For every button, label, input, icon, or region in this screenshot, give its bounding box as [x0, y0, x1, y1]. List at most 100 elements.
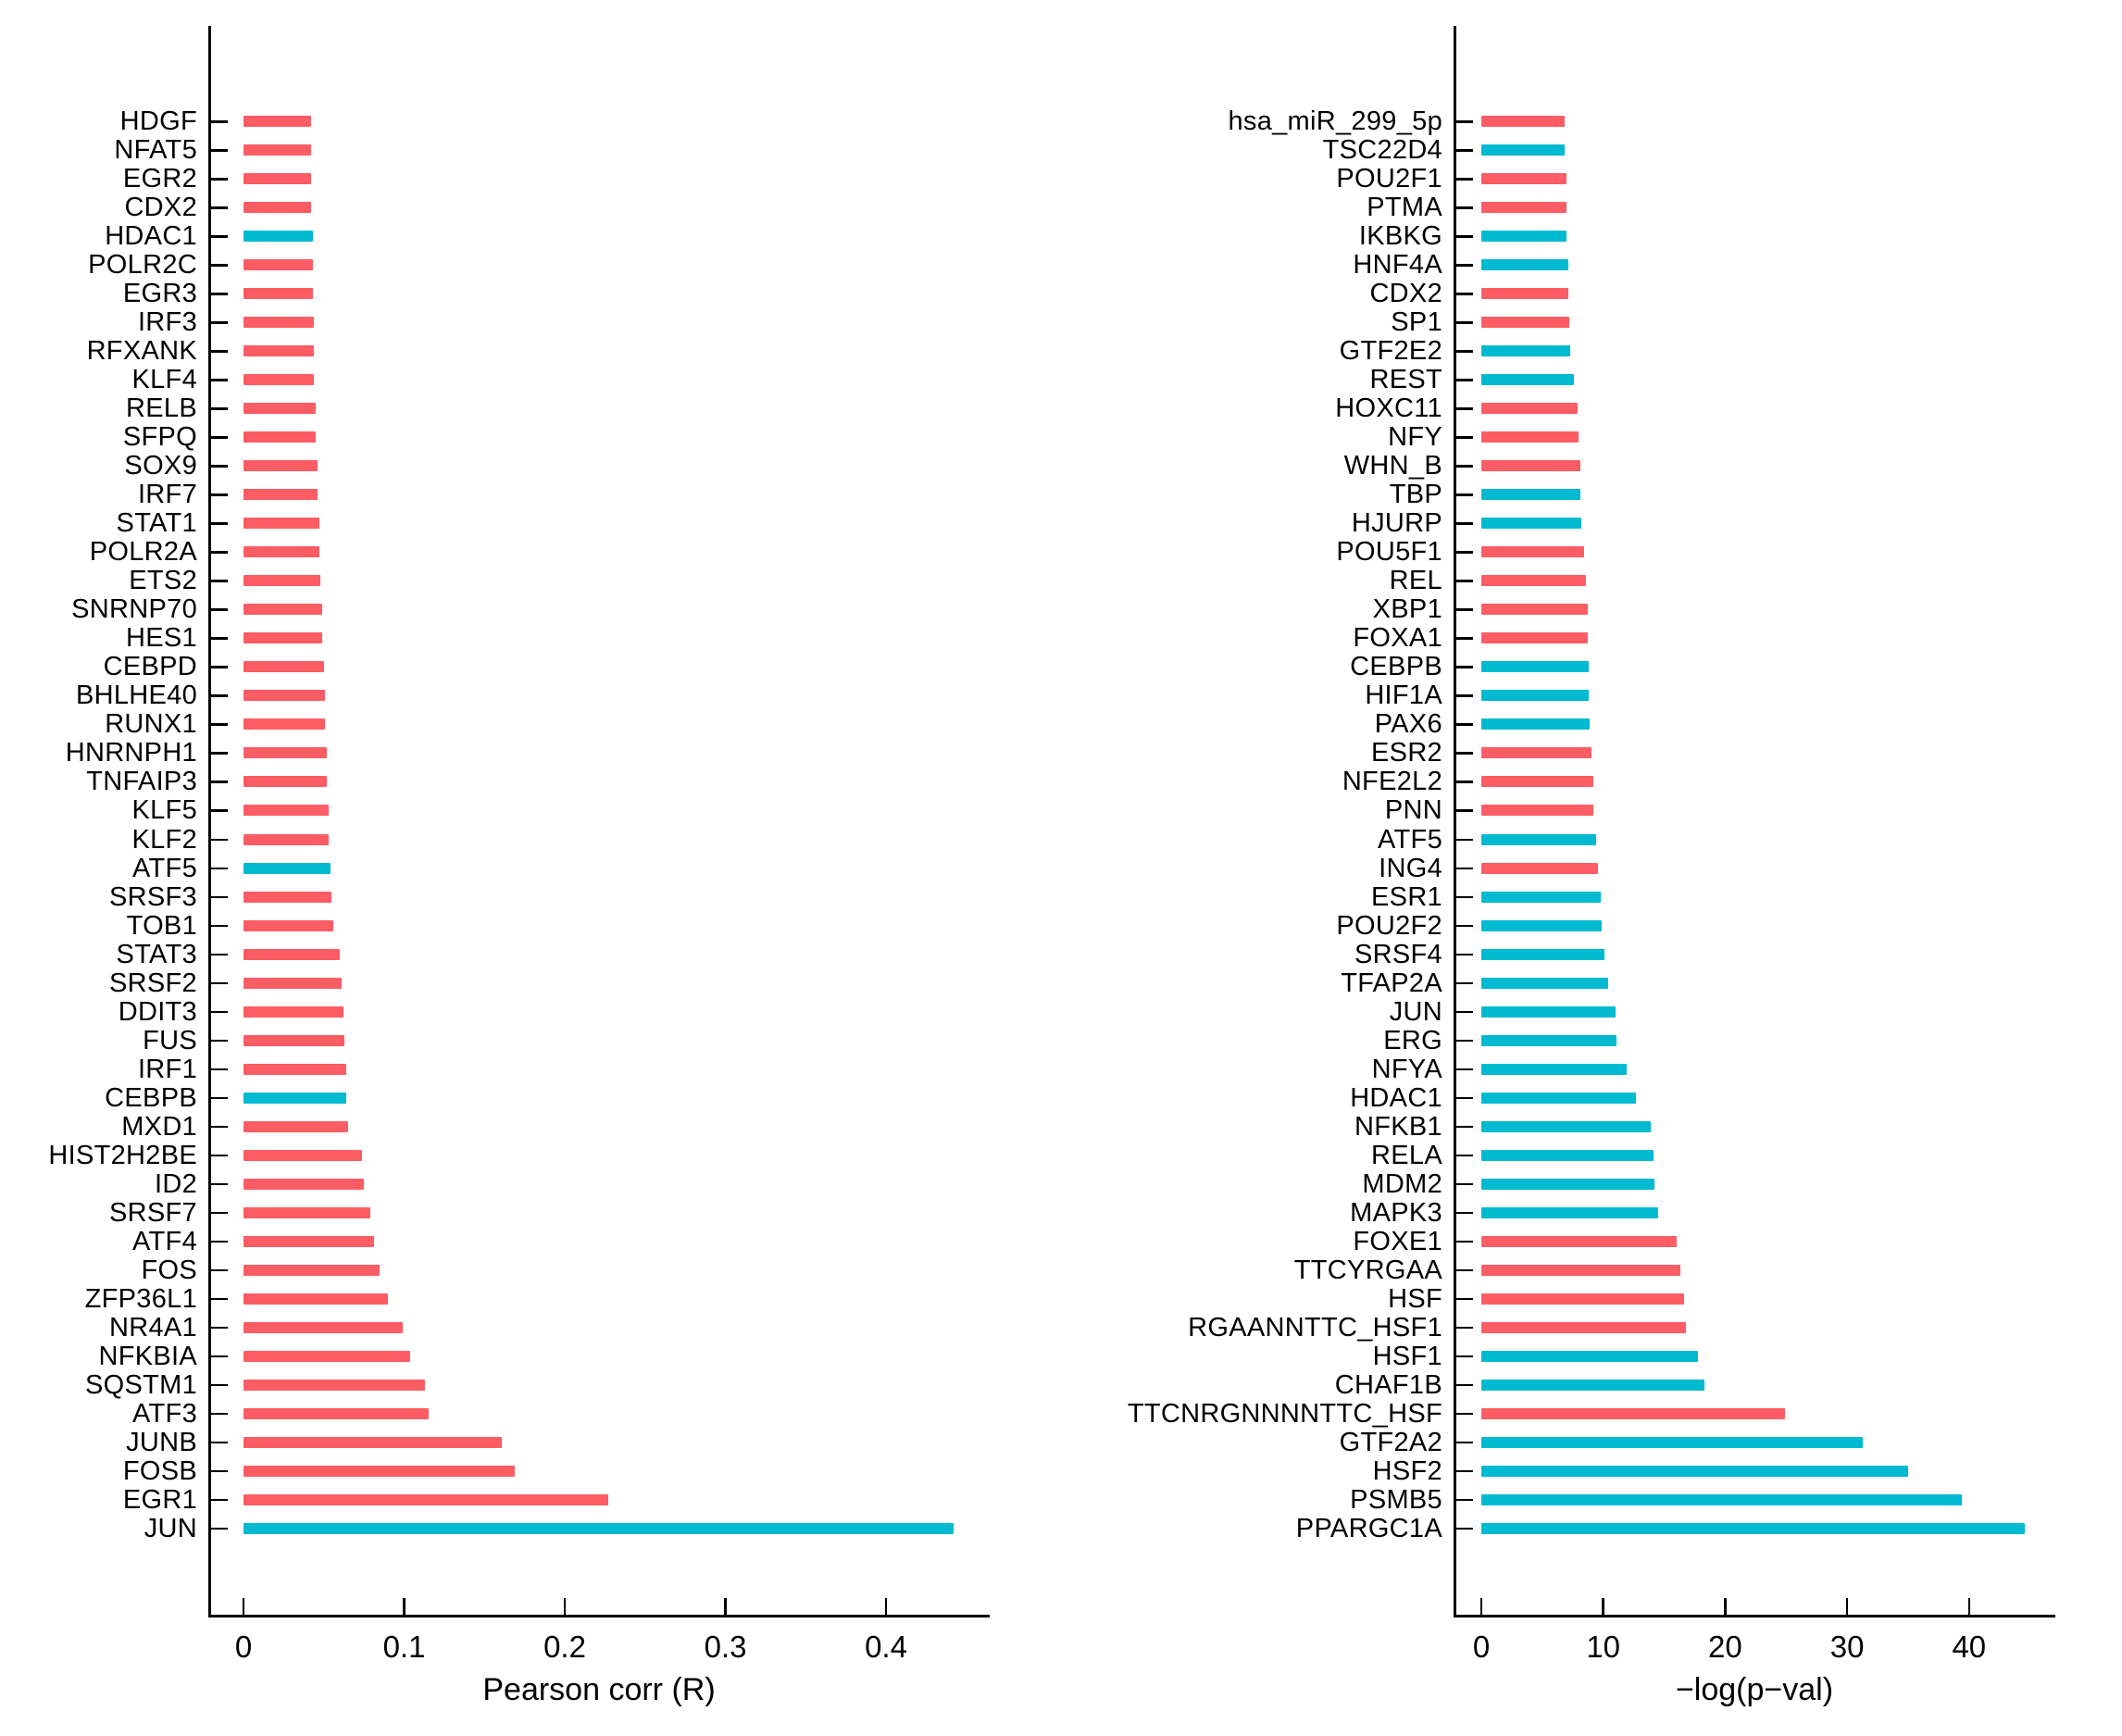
y-tick — [210, 752, 228, 755]
y-tick — [210, 1240, 228, 1243]
category-label: HSF — [1388, 1283, 1442, 1314]
bar-BHLHE40 — [243, 690, 326, 702]
y-tick — [210, 1039, 228, 1043]
y-tick — [210, 293, 228, 295]
y-tick — [210, 895, 228, 899]
category-label: ID2 — [154, 1168, 197, 1199]
y-tick — [210, 981, 228, 985]
category-label: FOSB — [122, 1455, 197, 1486]
bar-SP1 — [1481, 317, 1569, 329]
category-label: PPARGC1A — [1295, 1513, 1442, 1543]
bar-RELA — [1481, 1149, 1654, 1161]
y-tick — [210, 1268, 228, 1272]
category-label: ING4 — [1379, 853, 1442, 883]
category-label: EGR3 — [122, 279, 197, 309]
y-tick — [210, 1211, 228, 1215]
bar-XBP1 — [1481, 604, 1588, 616]
category-label: ETS2 — [129, 566, 197, 596]
y-tick — [210, 235, 228, 238]
x-tick — [1479, 1598, 1483, 1615]
y-tick — [1455, 723, 1473, 726]
y-tick — [1455, 1211, 1473, 1215]
x-axis-title-left: Pearson corr (R) — [482, 1672, 716, 1707]
category-label: GTF2A2 — [1339, 1427, 1442, 1457]
bar-HIF1A — [1481, 690, 1589, 702]
bar-RGAANNTTC_HSF1 — [1481, 1321, 1687, 1333]
y-tick — [1455, 1469, 1473, 1473]
y-tick — [1455, 1383, 1473, 1387]
bar-HJURP — [1481, 518, 1581, 530]
bar-SRSF3 — [243, 891, 332, 903]
category-label: ZFP36L1 — [84, 1283, 197, 1314]
category-label: SRSF2 — [109, 968, 197, 998]
bar-PNN — [1481, 805, 1594, 817]
category-label: KLF2 — [131, 824, 197, 855]
category-label: RGAANNTTC_HSF1 — [1188, 1312, 1442, 1343]
category-label: HDAC1 — [1350, 1082, 1442, 1113]
y-tick — [1455, 1355, 1473, 1358]
bar-STAT1 — [243, 518, 319, 530]
y-tick — [1455, 608, 1473, 611]
bar-SRSF2 — [243, 977, 342, 989]
x-tick-label: 0 — [234, 1630, 253, 1664]
category-label: HNF4A — [1353, 250, 1442, 281]
category-label: POU2F2 — [1336, 910, 1442, 941]
category-label: PSMB5 — [1350, 1484, 1442, 1515]
x-tick-label: 40 — [1952, 1630, 1987, 1664]
y-tick — [210, 867, 228, 870]
category-label: ATF3 — [132, 1398, 197, 1429]
y-tick — [1455, 838, 1473, 841]
y-tick — [210, 264, 228, 267]
bar-CHAF1B — [1481, 1379, 1704, 1391]
y-tick — [1455, 120, 1473, 123]
y-tick — [1455, 149, 1473, 152]
bar-MXD1 — [243, 1120, 348, 1132]
bar-WHN_B — [1481, 460, 1580, 472]
category-label: ATF5 — [132, 853, 197, 883]
x-tick — [1845, 1598, 1849, 1615]
bar-TFAP2A — [1481, 977, 1608, 989]
category-label: POLR2C — [88, 250, 197, 281]
category-label: REL — [1389, 566, 1442, 596]
y-tick — [1455, 350, 1473, 353]
x-tick — [563, 1598, 567, 1615]
bar-ID2 — [243, 1178, 365, 1190]
y-tick — [1455, 1154, 1473, 1157]
y-tick — [1455, 895, 1473, 899]
bar-RFXANK — [243, 345, 315, 357]
y-tick — [1455, 781, 1473, 783]
category-label: IRF3 — [137, 307, 197, 338]
y-tick — [1455, 1268, 1473, 1272]
y-tick — [1455, 924, 1473, 928]
y-tick — [1455, 293, 1473, 295]
bar-HDAC1 — [1481, 1092, 1637, 1104]
bar-HOXC11 — [1481, 403, 1579, 415]
category-label: HDGF — [119, 106, 197, 136]
bar-HSF2 — [1481, 1465, 1908, 1477]
category-label: TOB1 — [126, 910, 197, 941]
category-label: NFAT5 — [114, 135, 197, 166]
category-label: NR4A1 — [109, 1312, 197, 1343]
y-axis-spine — [208, 26, 211, 1615]
category-label: TFAP2A — [1341, 968, 1442, 998]
y-tick — [1455, 522, 1473, 525]
y-tick — [210, 666, 228, 668]
x-axis-title-right: −log(p−val) — [1675, 1672, 1834, 1707]
category-label: SP1 — [1391, 307, 1442, 338]
x-tick-label: 20 — [1708, 1630, 1742, 1664]
category-label: ERG — [1383, 1025, 1442, 1055]
y-tick — [1455, 465, 1473, 468]
category-label: JUNB — [126, 1427, 197, 1457]
x-tick — [884, 1598, 888, 1615]
x-tick — [1724, 1598, 1727, 1615]
bar-TOB1 — [243, 919, 334, 931]
category-label: ATF5 — [1378, 824, 1442, 855]
category-label: SQSTM1 — [84, 1369, 197, 1400]
bar-JUN — [1481, 1005, 1616, 1018]
y-tick — [1455, 1412, 1473, 1416]
category-label: CEBPD — [103, 652, 197, 682]
category-label: JUN — [144, 1513, 197, 1543]
y-tick — [210, 608, 228, 611]
y-tick — [1455, 436, 1473, 439]
